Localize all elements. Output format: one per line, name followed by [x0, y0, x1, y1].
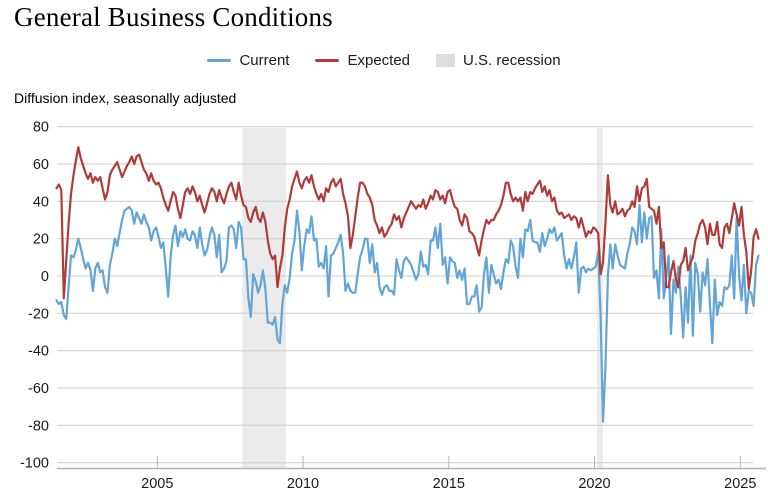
current-line-swatch-icon	[207, 58, 232, 63]
legend-item-recession: U.S. recession	[436, 52, 561, 69]
recession-swatch-icon	[436, 54, 456, 67]
y-tick-label: -60	[28, 381, 49, 397]
series-current-line	[55, 204, 760, 423]
x-tick-label: 2005	[141, 476, 173, 492]
y-tick-label: -80	[28, 418, 49, 434]
series-expected-line	[55, 146, 760, 300]
legend-label: Current	[239, 52, 290, 69]
legend-item-expected: Expected	[315, 52, 410, 69]
page-title: General Business Conditions	[14, 2, 333, 32]
recession-band	[242, 128, 286, 468]
legend-label: U.S. recession	[463, 52, 561, 69]
legend: Current Expected U.S. recession	[0, 52, 768, 69]
legend-item-current: Current	[207, 52, 289, 69]
x-tick-label: 2015	[433, 476, 465, 492]
expected-line-swatch-icon	[315, 58, 340, 63]
y-tick-label: 80	[33, 120, 49, 136]
y-tick-label: -40	[28, 344, 49, 360]
x-tick-label: 2010	[287, 476, 319, 492]
y-tick-label: -20	[28, 306, 49, 322]
y-tick-label: 40	[33, 194, 49, 210]
legend-label: Expected	[347, 52, 411, 69]
y-tick-label: -100	[20, 456, 49, 472]
axis-units-label: Diffusion index, seasonally adjusted	[14, 90, 237, 106]
x-tick-label: 2020	[578, 476, 610, 492]
y-tick-label: 60	[33, 157, 49, 173]
x-tick-label: 2025	[724, 476, 756, 492]
y-tick-label: 20	[33, 232, 49, 248]
y-tick-label: 0	[41, 269, 49, 285]
